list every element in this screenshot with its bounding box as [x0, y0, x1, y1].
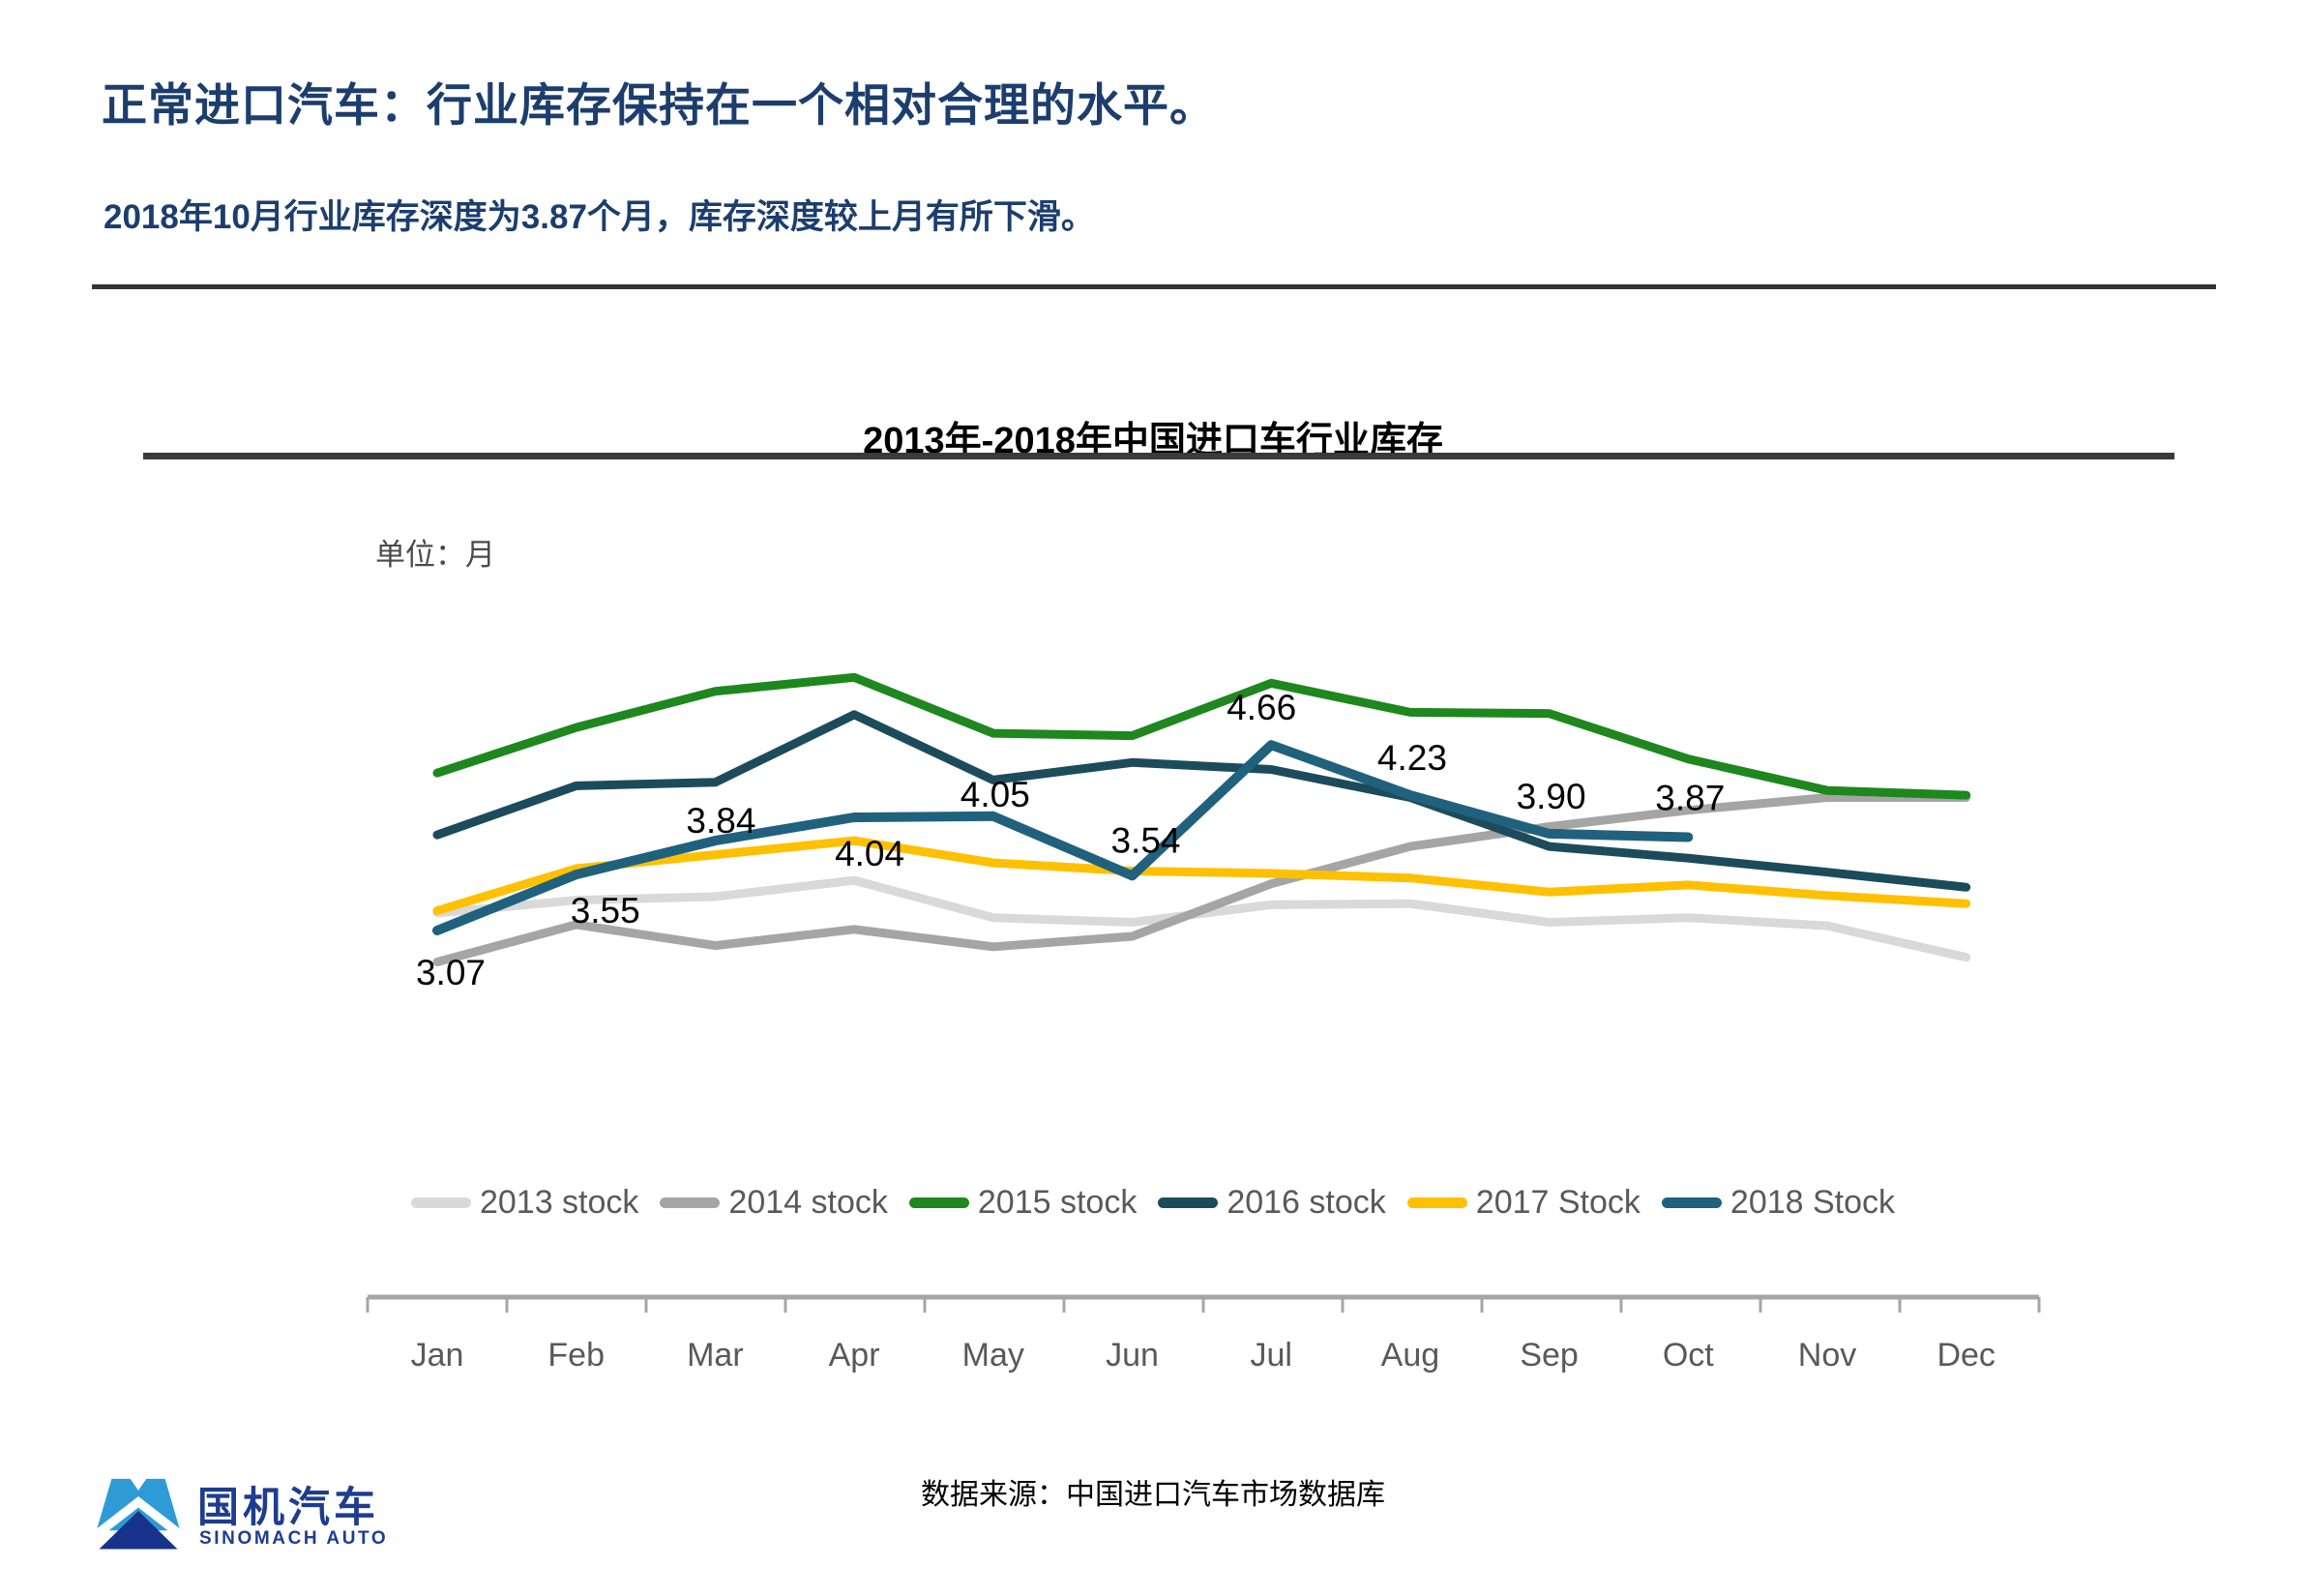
page-subtitle: 2018年10月行业库存深度为3.87个月，库存深度较上月有所下滑。	[103, 198, 1095, 236]
legend-item-2015-stock: 2015 stock	[908, 1184, 1138, 1222]
legend-swatch	[1661, 1197, 1722, 1208]
data-label: 3.87	[1655, 778, 1725, 817]
legend-label: 2016 stock	[1227, 1184, 1386, 1221]
data-label: 4.05	[961, 775, 1030, 814]
legend-label: 2015 stock	[977, 1184, 1138, 1221]
legend-swatch	[908, 1197, 969, 1208]
x-axis-label: Feb	[547, 1337, 605, 1374]
series-line-2017-stock	[432, 836, 1971, 915]
x-axis-label: Nov	[1798, 1337, 1856, 1374]
logo-name-en: SINOMACH AUTO	[199, 1528, 389, 1549]
legend-label: 2017 Stock	[1475, 1184, 1641, 1221]
series-line-2018-stock	[432, 740, 1694, 935]
header-divider	[92, 284, 2216, 289]
data-source-label: 数据来源：中国进口汽车市场数据库	[921, 1479, 1385, 1511]
legend-swatch	[1158, 1197, 1219, 1208]
chart-legend: 2013 stock 2014 stock 2015 stock 2016 stock…	[0, 1184, 2306, 1222]
logo-mountain-bottom	[99, 1511, 178, 1550]
legend-label: 2013 stock	[479, 1184, 639, 1221]
sinomach-logo-icon	[92, 1478, 185, 1550]
data-label: 3.90	[1517, 777, 1586, 816]
legend-item-2014-stock: 2014 stock	[660, 1184, 888, 1222]
x-axis-label: Dec	[1936, 1337, 1995, 1374]
legend-item-2016-stock: 2016 stock	[1158, 1184, 1386, 1222]
x-axis-label: Apr	[829, 1337, 880, 1374]
series-line-2015-stock	[432, 672, 1971, 800]
legend-item-2013-stock: 2013 stock	[410, 1184, 639, 1222]
x-axis-label: Aug	[1381, 1337, 1440, 1374]
legend-swatch	[660, 1197, 721, 1208]
legend-swatch	[410, 1197, 471, 1208]
data-label: 4.66	[1227, 688, 1296, 727]
chart-title-underline	[143, 453, 2174, 459]
legend-label: 2014 stock	[728, 1184, 888, 1221]
logo-white-chevron	[92, 1495, 185, 1540]
logo-name-cn: 国机汽车	[197, 1485, 379, 1531]
data-label: 3.84	[686, 801, 755, 841]
legend-item-2017-stock: 2017 Stock	[1406, 1184, 1641, 1222]
legend-swatch	[1406, 1197, 1467, 1208]
x-axis-label: Sep	[1520, 1337, 1579, 1374]
data-label: 3.07	[416, 953, 486, 992]
x-axis-label: Mar	[687, 1337, 744, 1374]
data-label: 4.23	[1377, 738, 1447, 778]
x-axis-label: Jan	[411, 1337, 464, 1374]
unit-label: 单位：月	[375, 538, 495, 572]
series-line-2014-stock	[432, 793, 1971, 966]
data-label: 3.55	[571, 891, 640, 931]
x-axis-label: May	[962, 1337, 1024, 1374]
data-label: 3.54	[1110, 820, 1180, 860]
data-label: 4.04	[835, 834, 904, 873]
x-axis-label: Jun	[1106, 1337, 1159, 1374]
legend-item-2018-stock: 2018 Stock	[1661, 1184, 1896, 1222]
x-axis-label: Oct	[1663, 1337, 1714, 1374]
x-axis-label: Jul	[1250, 1337, 1291, 1374]
legend-label: 2018 Stock	[1730, 1184, 1896, 1221]
series-line-2016-stock	[432, 710, 1971, 892]
page-title: 正常进口汽车：行业库存保持在一个相对合理的水平。	[102, 79, 1216, 131]
